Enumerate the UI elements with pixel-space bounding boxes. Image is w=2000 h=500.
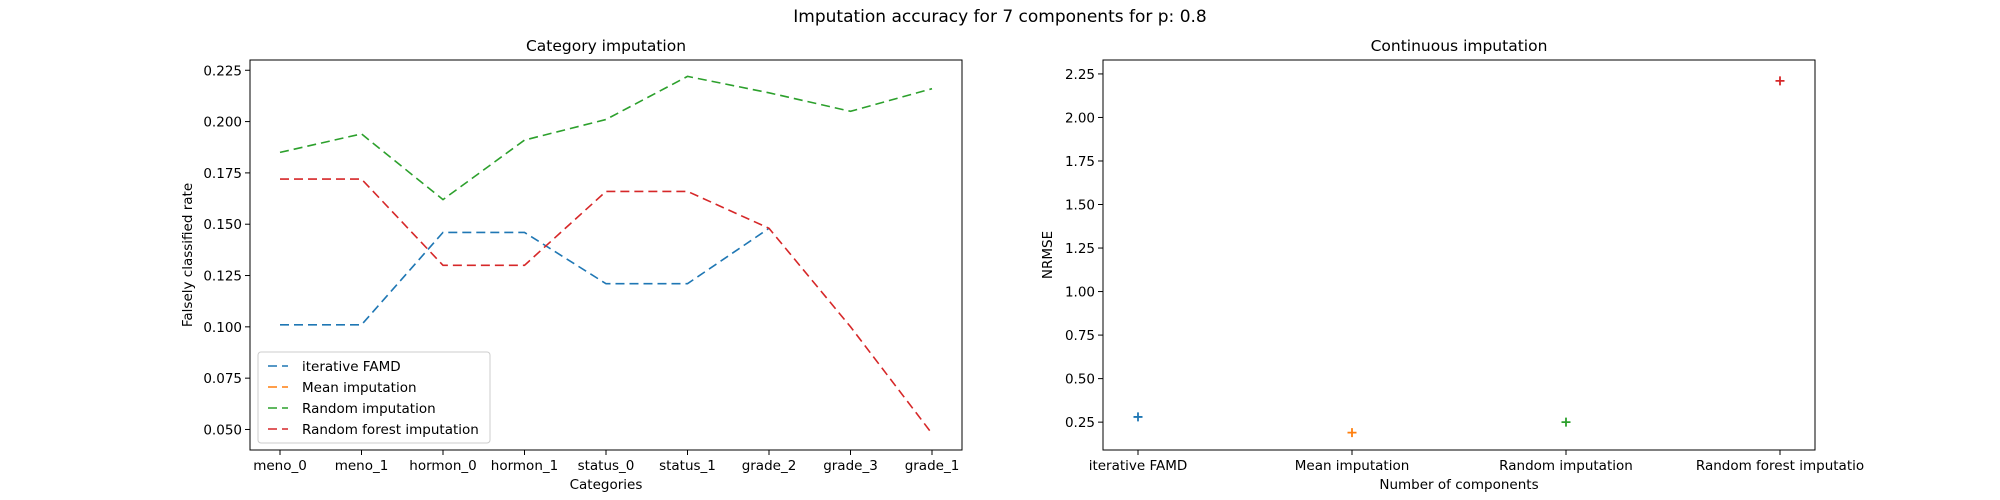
continuous-point-1 (1133, 412, 1143, 422)
continuous-point-4 (1775, 76, 1785, 86)
continuous-y-tick-label: 1.25 (1065, 241, 1095, 257)
category-x-tick-label: grade_3 (823, 458, 878, 474)
category-legend-label: Random forest imputation (302, 422, 479, 438)
category-y-tick-label: 0.125 (203, 269, 242, 285)
category-x-tick-label: grade_2 (742, 458, 797, 474)
continuous-point-2 (1347, 428, 1357, 438)
category-y-tick-label: 0.150 (203, 217, 242, 233)
continuous-title: Continuous imputation (1371, 37, 1548, 55)
continuous-y-tick-label: 0.75 (1065, 328, 1095, 344)
continuous-imputation-chart: Continuous imputation Number of component… (1040, 37, 1864, 493)
category-x-tick-label: hormon_0 (409, 458, 476, 474)
category-y-axis-label: Falsely classified rate (180, 183, 196, 327)
category-y-tick-label: 0.100 (203, 320, 242, 336)
category-legend-box (257, 351, 491, 444)
category-y-tick-label: 0.050 (203, 422, 242, 438)
category-x-tick-label: status_1 (659, 458, 716, 474)
continuous-y-tick-label: 2.25 (1065, 67, 1095, 83)
category-series-line-3 (279, 75, 933, 201)
category-legend-label: Random imputation (302, 401, 436, 417)
continuous-y-tick-label: 1.75 (1065, 154, 1095, 170)
continuous-y-tick-label: 1.00 (1065, 285, 1095, 301)
figure-suptitle: Imputation accuracy for 7 components for… (793, 7, 1206, 27)
continuous-plot-frame (1102, 59, 1816, 451)
category-title: Category imputation (526, 37, 686, 55)
continuous-y-tick-label: 2.00 (1065, 110, 1095, 126)
continuous-y-axis-label: NRMSE (1040, 231, 1056, 279)
category-x-tick-label: meno_1 (335, 458, 389, 474)
category-series-line-4 (280, 178, 933, 435)
continuous-y-tick-label: 0.50 (1065, 372, 1095, 388)
category-legend-label: Mean imputation (302, 380, 417, 396)
continuous-y-tick-label: 0.25 (1065, 415, 1095, 431)
category-x-tick-label: grade_1 (905, 458, 960, 474)
category-series-line-1 (280, 227, 770, 326)
category-x-tick-label: meno_0 (253, 458, 307, 474)
continuous-point-3 (1561, 417, 1571, 427)
category-y-tick-label: 0.175 (203, 166, 242, 182)
continuous-x-tick-label: iterative FAMD (1089, 458, 1188, 474)
category-x-tick-label: status_0 (578, 458, 635, 474)
continuous-y-tick-label: 1.50 (1065, 198, 1095, 214)
category-y-tick-label: 0.225 (203, 63, 242, 79)
category-y-tick-label: 0.200 (203, 115, 242, 131)
category-y-tick-label: 0.075 (203, 371, 242, 387)
continuous-x-tick-label: Mean imputation (1295, 458, 1410, 474)
category-legend-label: iterative FAMD (302, 359, 401, 375)
continuous-x-tick-label: Random forest imputatio (1696, 458, 1864, 474)
category-x-axis-label: Categories (570, 477, 643, 493)
continuous-x-axis-label: Number of components (1379, 477, 1538, 493)
continuous-x-tick-label: Random imputation (1499, 458, 1633, 474)
category-x-tick-label: hormon_1 (491, 458, 558, 474)
category-imputation-chart: Category imputation Categories Falsely cla… (180, 37, 963, 493)
